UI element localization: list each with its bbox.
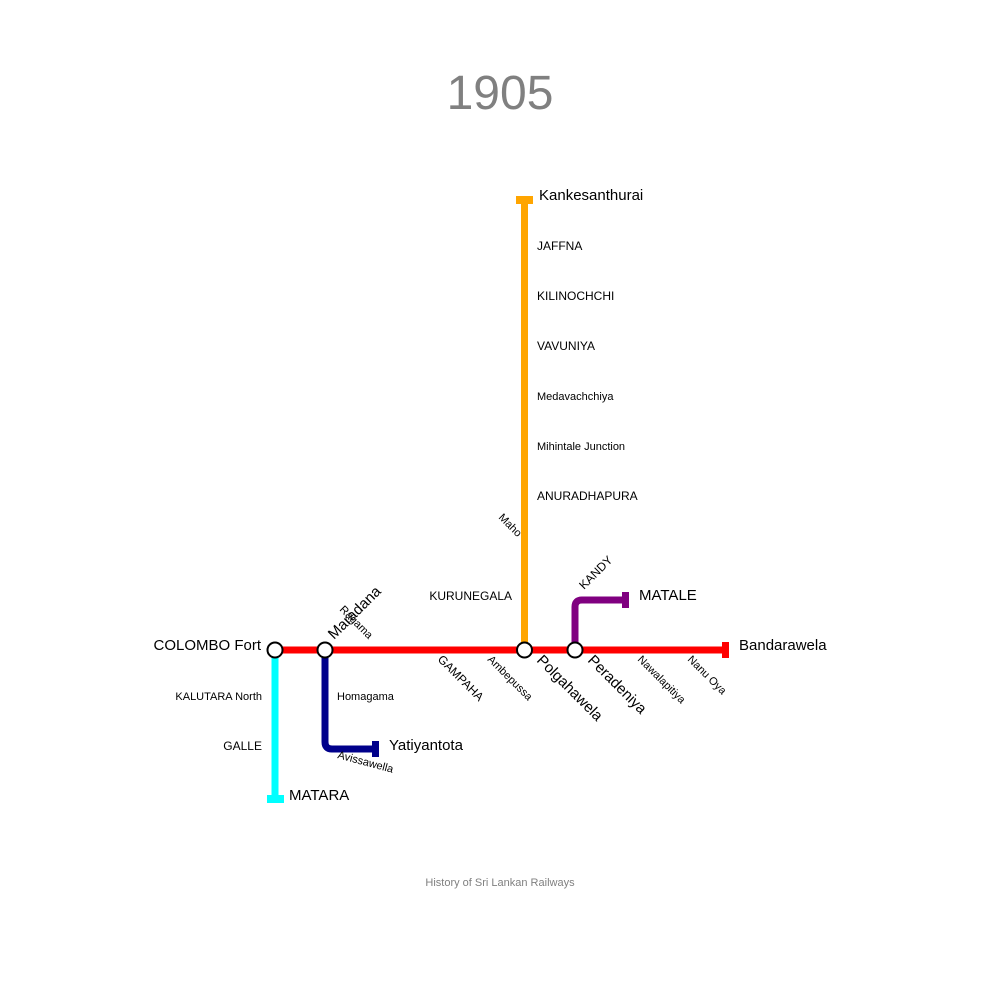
station-label-kurunegala: KURUNEGALA	[429, 589, 512, 603]
year-title: 1905	[446, 67, 554, 120]
interchange-stations	[266, 641, 584, 659]
station-label-bandarawela: Bandarawela	[739, 637, 827, 654]
station-label-kandy: KANDY	[576, 553, 615, 592]
northern-line	[516, 196, 533, 650]
station-label-galle: GALLE	[223, 739, 262, 753]
matale-line-terminus	[622, 592, 629, 608]
station-label-maho: Maho	[496, 512, 524, 540]
station-marker-polgahawela	[516, 641, 533, 659]
main-line	[275, 642, 729, 658]
station-label-nanu-oya: Nanu Oya	[685, 654, 729, 698]
station-label-matara: MATARA	[289, 787, 349, 804]
station-label-yatiyantota: Yatiyantota	[389, 737, 464, 754]
coastal-line-terminus	[267, 795, 284, 803]
station-label-anuradhapura: ANURADHAPURA	[537, 489, 638, 503]
kelani-valley-line-track	[321, 650, 375, 753]
station-label-medavachchiya: Medavachchiya	[537, 391, 614, 403]
station-marker-colombo-fort	[266, 641, 284, 659]
station-label-matale: MATALE	[639, 587, 697, 604]
northern-line-terminus	[516, 196, 533, 204]
main-line-terminus	[722, 642, 729, 658]
coastal-line	[267, 650, 284, 803]
matale-line	[571, 592, 629, 650]
map-caption: History of Sri Lankan Railways	[425, 877, 575, 889]
station-marker-maradana	[316, 641, 334, 659]
kelani-valley-line-terminus	[372, 741, 379, 757]
station-label-colombo-fort: COLOMBO Fort	[153, 637, 261, 654]
station-label-jaffna: JAFFNA	[537, 239, 582, 253]
station-label-ambepussa: Ambepussa	[485, 654, 535, 704]
station-label-kilinochchi: KILINOCHCHI	[537, 289, 614, 303]
station-label-vavuniya: VAVUNIYA	[537, 339, 595, 353]
station-label-homagama: Homagama	[337, 691, 395, 703]
station-marker-peradeniya	[566, 641, 584, 659]
station-label-gampaha: GAMPAHA	[435, 652, 487, 704]
station-label-avissawella: Avissawella	[336, 749, 395, 776]
station-label-kankesanthurai: Kankesanthurai	[539, 187, 643, 204]
station-label-mihintale-junction: Mihintale Junction	[537, 441, 625, 453]
station-label-kalutara-north: KALUTARA North	[175, 691, 262, 703]
station-labels: COLOMBO Fort Maradana Ragama GAMPAHA Amb…	[153, 187, 827, 804]
kelani-valley-line	[321, 650, 379, 757]
matale-line-track	[571, 596, 625, 650]
